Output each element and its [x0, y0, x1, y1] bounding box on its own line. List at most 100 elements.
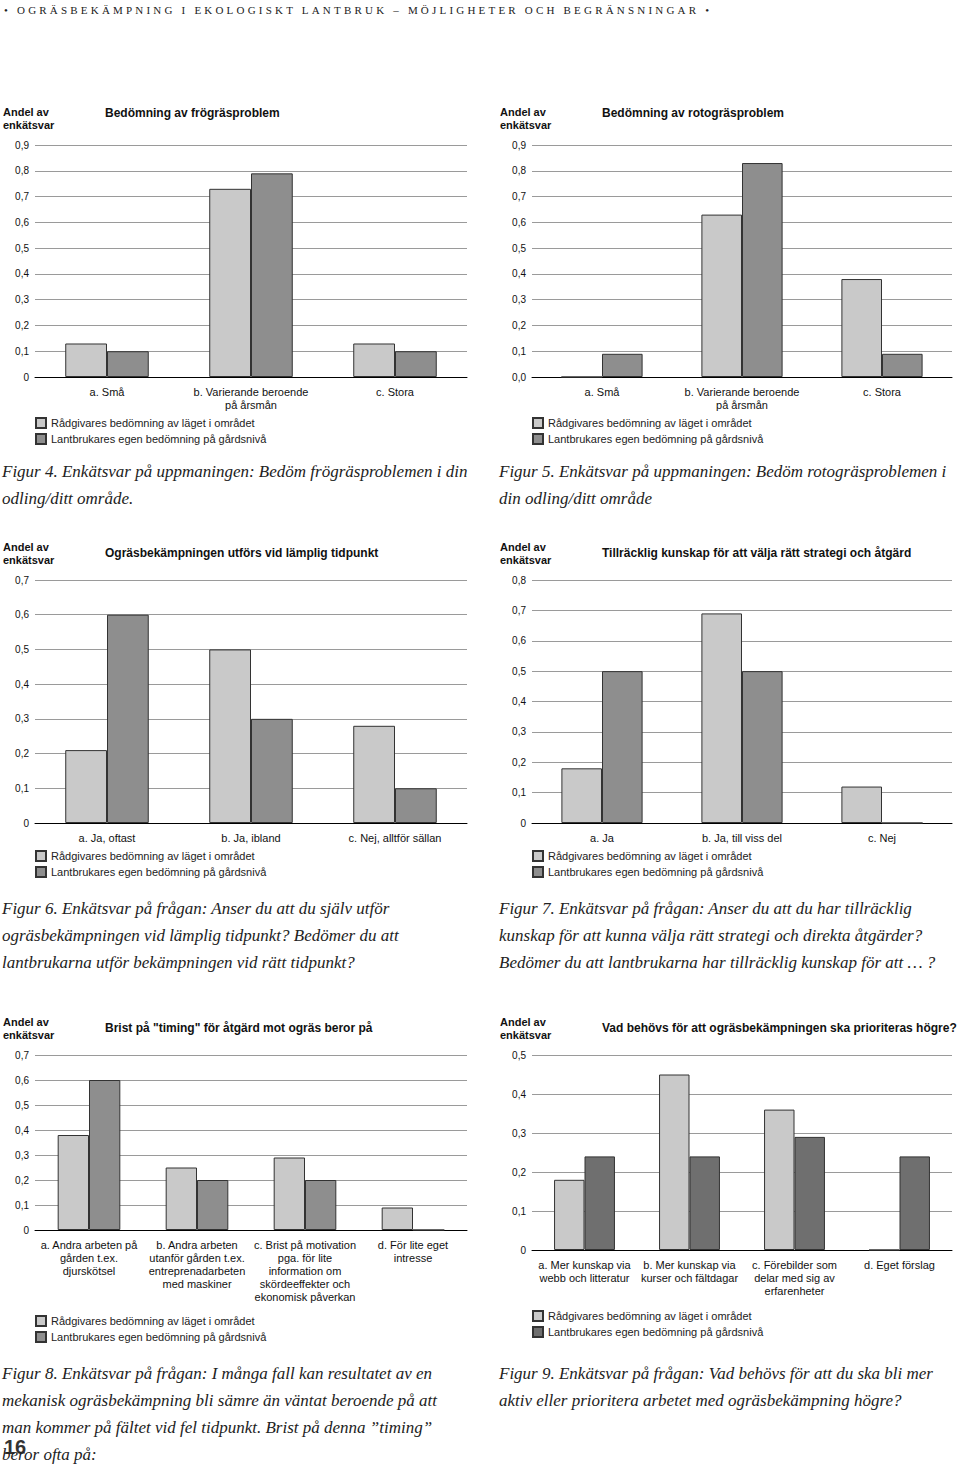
svg-text:Andel av: Andel av [500, 1016, 547, 1028]
svg-text:a. Andra arbeten på: a. Andra arbeten på [41, 1239, 139, 1251]
svg-text:0,1: 0,1 [15, 346, 29, 357]
svg-text:0,2: 0,2 [15, 748, 29, 759]
svg-text:0,8: 0,8 [512, 575, 526, 586]
svg-text:0: 0 [23, 1225, 29, 1236]
svg-text:Bedömning av frögräsproblem: Bedömning av frögräsproblem [105, 106, 280, 120]
svg-text:0,3: 0,3 [15, 713, 29, 724]
svg-text:Tillräcklig kunskap för att vä: Tillräcklig kunskap för att välja rätt s… [602, 546, 911, 560]
svg-text:0,6: 0,6 [15, 609, 29, 620]
svg-text:0,3: 0,3 [15, 294, 29, 305]
svg-text:d. Eget förslag: d. Eget förslag [864, 1259, 935, 1271]
svg-text:Vad behövs för att ogräsbekämp: Vad behövs för att ogräsbekämpningen ska… [602, 1021, 957, 1035]
svg-text:pga. för lite: pga. för lite [278, 1252, 332, 1264]
svg-text:a. Små: a. Små [90, 386, 126, 398]
svg-text:0,5: 0,5 [15, 644, 29, 655]
svg-text:kurser och fältdagar: kurser och fältdagar [641, 1272, 739, 1284]
svg-text:Andel av: Andel av [3, 106, 50, 118]
svg-text:0,3: 0,3 [512, 294, 526, 305]
svg-text:skördeeffekter och: skördeeffekter och [260, 1278, 350, 1290]
svg-text:Lantbrukares egen bedömning på: Lantbrukares egen bedömning på gårdsnivå [51, 866, 267, 878]
svg-text:gården t.ex.: gården t.ex. [60, 1252, 118, 1264]
svg-text:0,6: 0,6 [512, 217, 526, 228]
svg-text:0,3: 0,3 [512, 1128, 526, 1139]
svg-text:Lantbrukares egen bedömning på: Lantbrukares egen bedömning på gårdsnivå [51, 1331, 267, 1343]
svg-text:a. Små: a. Små [585, 386, 621, 398]
svg-text:0,1: 0,1 [15, 783, 29, 794]
svg-text:djurskötsel: djurskötsel [63, 1265, 116, 1277]
svg-text:0,3: 0,3 [512, 726, 526, 737]
svg-text:Andel av: Andel av [500, 541, 547, 553]
svg-text:0,0: 0,0 [512, 372, 526, 383]
svg-text:0,1: 0,1 [15, 1200, 29, 1211]
svg-text:0,2: 0,2 [512, 757, 526, 768]
svg-text:Rådgivares bedömning av läget: Rådgivares bedömning av läget i området [51, 417, 255, 429]
svg-text:0,4: 0,4 [512, 696, 526, 707]
svg-text:0,1: 0,1 [512, 1206, 526, 1217]
svg-text:0,5: 0,5 [512, 243, 526, 254]
svg-text:0,9: 0,9 [512, 140, 526, 151]
svg-text:0,2: 0,2 [15, 320, 29, 331]
svg-text:Rådgivares bedömning av läget: Rådgivares bedömning av läget i området [548, 1310, 752, 1322]
svg-text:0,5: 0,5 [512, 666, 526, 677]
svg-text:Rådgivares bedömning av läget: Rådgivares bedömning av läget i området [548, 850, 752, 862]
svg-text:c. Stora: c. Stora [863, 386, 902, 398]
svg-text:0,4: 0,4 [512, 1089, 526, 1100]
svg-text:0: 0 [520, 818, 526, 829]
svg-text:0,4: 0,4 [512, 268, 526, 279]
svg-text:0,7: 0,7 [512, 605, 526, 616]
svg-text:webb och litteratur: webb och litteratur [539, 1272, 630, 1284]
svg-text:b. Andra arbeten: b. Andra arbeten [156, 1239, 237, 1251]
svg-text:a. Mer kunskap via: a. Mer kunskap via [538, 1259, 631, 1271]
svg-text:0,2: 0,2 [512, 1167, 526, 1178]
svg-text:0,3: 0,3 [15, 1150, 29, 1161]
svg-text:Andel av: Andel av [500, 106, 547, 118]
svg-text:0,1: 0,1 [512, 346, 526, 357]
svg-text:utanför gården t.ex.: utanför gården t.ex. [149, 1252, 244, 1264]
svg-text:0,7: 0,7 [15, 191, 29, 202]
svg-text:0,9: 0,9 [15, 140, 29, 151]
svg-text:b. Mer kunskap via: b. Mer kunskap via [643, 1259, 736, 1271]
svg-text:enkätsvar: enkätsvar [3, 119, 55, 131]
svg-text:0,5: 0,5 [15, 243, 29, 254]
svg-text:Bedömning av rotogräsproblem: Bedömning av rotogräsproblem [602, 106, 784, 120]
svg-text:0,5: 0,5 [15, 1100, 29, 1111]
svg-text:information om: information om [269, 1265, 342, 1277]
svg-text:0,6: 0,6 [15, 217, 29, 228]
svg-text:Rådgivares bedömning av läget: Rådgivares bedömning av läget i området [548, 417, 752, 429]
svg-text:c. Brist på motivation: c. Brist på motivation [254, 1239, 356, 1251]
svg-text:Brist på "timing" för åtgärd m: Brist på "timing" för åtgärd mot ogräs b… [105, 1021, 373, 1035]
svg-text:erfarenheter: erfarenheter [765, 1285, 825, 1297]
svg-text:Andel av: Andel av [3, 1016, 50, 1028]
svg-text:0,8: 0,8 [512, 165, 526, 176]
svg-text:Rådgivares bedömning av läget: Rådgivares bedömning av läget i området [51, 850, 255, 862]
svg-text:0: 0 [23, 372, 29, 383]
svg-text:b. Ja, till viss del: b. Ja, till viss del [702, 832, 782, 844]
svg-text:0,7: 0,7 [15, 1050, 29, 1061]
svg-text:Lantbrukares egen bedömning på: Lantbrukares egen bedömning på gårdsnivå [548, 1326, 764, 1338]
svg-text:intresse: intresse [394, 1252, 433, 1264]
svg-text:med maskiner: med maskiner [162, 1278, 231, 1290]
svg-text:enkätsvar: enkätsvar [500, 554, 552, 566]
svg-text:Lantbrukares egen bedömning på: Lantbrukares egen bedömning på gårdsnivå [51, 433, 267, 445]
svg-text:på årsmån: på årsmån [225, 399, 277, 411]
svg-text:Rådgivares bedömning av läget: Rådgivares bedömning av läget i området [51, 1315, 255, 1327]
svg-text:0,7: 0,7 [512, 191, 526, 202]
svg-text:entreprenadarbeten: entreprenadarbeten [149, 1265, 246, 1277]
svg-text:0,4: 0,4 [15, 268, 29, 279]
svg-text:0,1: 0,1 [512, 787, 526, 798]
svg-text:b. Varierande beroende: b. Varierande beroende [194, 386, 309, 398]
svg-text:b. Varierande beroende: b. Varierande beroende [685, 386, 800, 398]
svg-text:0,8: 0,8 [15, 165, 29, 176]
svg-text:på årsmån: på årsmån [716, 399, 768, 411]
svg-text:c. Stora: c. Stora [376, 386, 415, 398]
svg-text:c. Nej: c. Nej [868, 832, 896, 844]
svg-text:0,5: 0,5 [512, 1050, 526, 1061]
svg-text:c. Förebilder som: c. Förebilder som [752, 1259, 837, 1271]
svg-text:c. Nej, alltför sällan: c. Nej, alltför sällan [349, 832, 442, 844]
svg-text:0,4: 0,4 [15, 679, 29, 690]
svg-text:Lantbrukares egen bedömning på: Lantbrukares egen bedömning på gårdsnivå [548, 433, 764, 445]
svg-text:a. Ja, oftast: a. Ja, oftast [79, 832, 136, 844]
svg-text:0,2: 0,2 [512, 320, 526, 331]
svg-text:Lantbrukares egen bedömning på: Lantbrukares egen bedömning på gårdsnivå [548, 866, 764, 878]
svg-text:Ogräsbekämpningen utförs vid l: Ogräsbekämpningen utförs vid lämplig tid… [105, 546, 378, 560]
